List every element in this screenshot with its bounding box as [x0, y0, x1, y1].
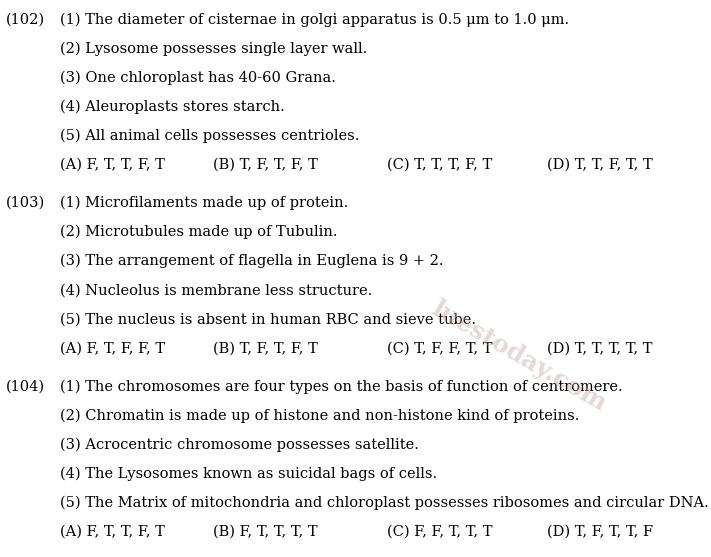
Text: (C) T, T, T, F, T: (C) T, T, T, F, T	[387, 158, 493, 172]
Text: (A) F, T, F, F, T: (A) F, T, F, F, T	[60, 341, 166, 355]
Text: (1) The chromosomes are four types on the basis of function of centromere.: (1) The chromosomes are four types on th…	[60, 379, 623, 394]
Text: (1) The diameter of cisternae in golgi apparatus is 0.5 μm to 1.0 μm.: (1) The diameter of cisternae in golgi a…	[60, 12, 570, 27]
Text: luestoday.com: luestoday.com	[427, 297, 611, 416]
Text: (2) Lysosome possesses single layer wall.: (2) Lysosome possesses single layer wall…	[60, 41, 368, 56]
Text: (4) The Lysosomes known as suicidal bags of cells.: (4) The Lysosomes known as suicidal bags…	[60, 467, 437, 481]
Text: (D) T, T, F, T, T: (D) T, T, F, T, T	[547, 158, 653, 172]
Text: (102): (102)	[6, 12, 45, 26]
Text: (4) Nucleolus is membrane less structure.: (4) Nucleolus is membrane less structure…	[60, 283, 373, 297]
Text: (A) F, T, T, F, T: (A) F, T, T, F, T	[60, 158, 166, 172]
Text: (5) The Matrix of mitochondria and chloroplast possesses ribosomes and circular : (5) The Matrix of mitochondria and chlor…	[60, 496, 709, 510]
Text: (4) Aleuroplasts stores starch.: (4) Aleuroplasts stores starch.	[60, 100, 285, 114]
Text: (1) Microfilaments made up of protein.: (1) Microfilaments made up of protein.	[60, 196, 348, 210]
Text: (B) F, T, T, T, T: (B) F, T, T, T, T	[213, 525, 318, 539]
Text: (5) The nucleus is absent in human RBC and sieve tube.: (5) The nucleus is absent in human RBC a…	[60, 312, 476, 326]
Text: (D) T, T, T, T, T: (D) T, T, T, T, T	[547, 341, 653, 355]
Text: (2) Chromatin is made up of histone and non-histone kind of proteins.: (2) Chromatin is made up of histone and …	[60, 408, 579, 423]
Text: (C) T, F, F, T, T: (C) T, F, F, T, T	[387, 341, 493, 355]
Text: (3) One chloroplast has 40-60 Grana.: (3) One chloroplast has 40-60 Grana.	[60, 71, 336, 85]
Text: (3) The arrangement of flagella in Euglena is 9 + 2.: (3) The arrangement of flagella in Eugle…	[60, 254, 444, 268]
Text: (B) T, F, T, F, T: (B) T, F, T, F, T	[213, 158, 319, 172]
Text: (D) T, F, T, T, F: (D) T, F, T, T, F	[547, 525, 653, 539]
Text: (3) Acrocentric chromosome possesses satellite.: (3) Acrocentric chromosome possesses sat…	[60, 438, 419, 452]
Text: (5) All animal cells possesses centrioles.: (5) All animal cells possesses centriole…	[60, 129, 360, 143]
Text: (103): (103)	[6, 196, 45, 210]
Text: (2) Microtubules made up of Tubulin.: (2) Microtubules made up of Tubulin.	[60, 225, 338, 240]
Text: (B) T, F, T, F, T: (B) T, F, T, F, T	[213, 341, 319, 355]
Text: (A) F, T, T, F, T: (A) F, T, T, F, T	[60, 525, 166, 539]
Text: (104): (104)	[6, 379, 45, 393]
Text: (C) F, F, T, T, T: (C) F, F, T, T, T	[387, 525, 493, 539]
